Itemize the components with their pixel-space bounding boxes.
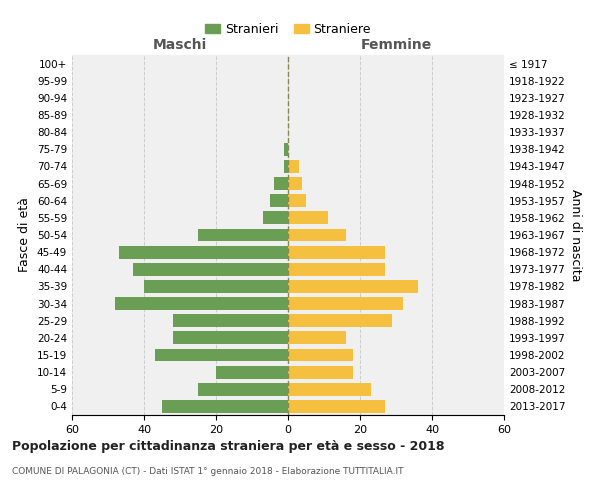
Bar	[288, 228, 346, 241]
Text: Femmine: Femmine	[361, 38, 431, 52]
Bar	[198, 383, 288, 396]
Bar	[144, 280, 288, 293]
Bar	[288, 246, 385, 258]
Bar	[288, 160, 299, 173]
Bar	[288, 400, 385, 413]
Bar	[288, 297, 403, 310]
Y-axis label: Anni di nascita: Anni di nascita	[569, 188, 582, 281]
Text: Maschi: Maschi	[153, 38, 207, 52]
Bar	[155, 348, 288, 362]
Bar	[198, 228, 288, 241]
Bar	[288, 280, 418, 293]
Text: Popolazione per cittadinanza straniera per età e sesso - 2018: Popolazione per cittadinanza straniera p…	[12, 440, 445, 453]
Bar	[288, 383, 371, 396]
Bar	[284, 160, 288, 173]
Bar	[115, 297, 288, 310]
Legend: Stranieri, Straniere: Stranieri, Straniere	[200, 18, 376, 41]
Bar	[284, 143, 288, 156]
Bar	[288, 177, 302, 190]
Bar	[274, 177, 288, 190]
Bar	[119, 246, 288, 258]
Bar	[173, 314, 288, 327]
Bar	[216, 366, 288, 378]
Bar	[173, 332, 288, 344]
Text: COMUNE DI PALAGONIA (CT) - Dati ISTAT 1° gennaio 2018 - Elaborazione TUTTITALIA.: COMUNE DI PALAGONIA (CT) - Dati ISTAT 1°…	[12, 468, 404, 476]
Bar	[288, 314, 392, 327]
Bar	[270, 194, 288, 207]
Bar	[288, 212, 328, 224]
Bar	[288, 348, 353, 362]
Bar	[288, 263, 385, 276]
Bar	[263, 212, 288, 224]
Bar	[288, 194, 306, 207]
Bar	[288, 332, 346, 344]
Bar	[162, 400, 288, 413]
Bar	[133, 263, 288, 276]
Y-axis label: Fasce di età: Fasce di età	[19, 198, 31, 272]
Bar	[288, 366, 353, 378]
